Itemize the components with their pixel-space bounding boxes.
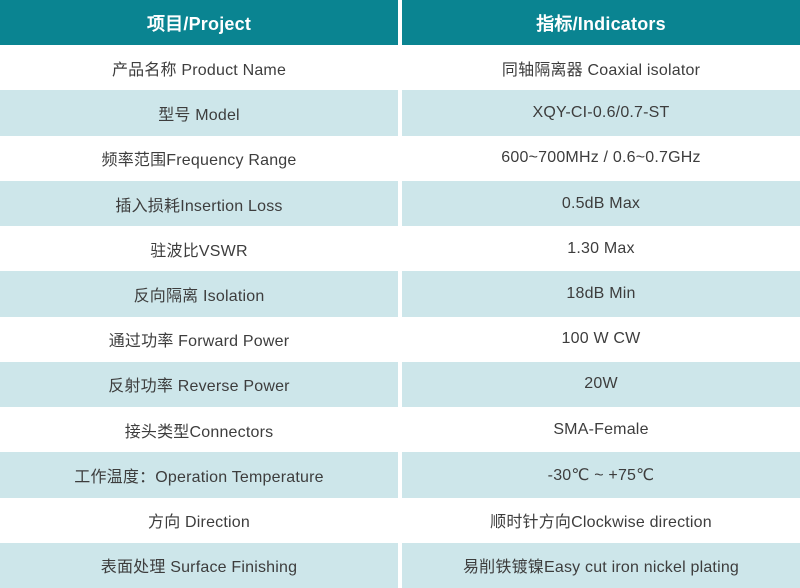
project-cell: 插入损耗Insertion Loss	[0, 180, 398, 227]
project-cell: 接头类型Connectors	[0, 407, 398, 453]
project-cell: 工作温度：Operation Temperature	[0, 452, 398, 498]
project-cell: 型号 Model	[0, 90, 398, 136]
table-row: 表面处理 Surface Finishing 易削铁镀镍Easy cut iro…	[0, 542, 800, 588]
table-row: 型号 Model XQY-CI-0.6/0.7-ST	[0, 90, 800, 136]
indicator-cell: 顺时针方向Clockwise direction	[402, 497, 800, 543]
indicator-cell: 100 W CW	[402, 316, 800, 362]
table-row: 产品名称 Product Name 同轴隔离器 Coaxial isolator	[0, 45, 800, 91]
table-row: 驻波比VSWR 1.30 Max	[0, 226, 800, 272]
table-row: 接头类型Connectors SMA-Female	[0, 407, 800, 453]
header-cell-project: 项目/Project	[0, 0, 398, 46]
project-cell: 产品名称 Product Name	[0, 45, 398, 91]
table-row: 工作温度：Operation Temperature -30℃ ~ +75℃	[0, 452, 800, 498]
indicator-cell: -30℃ ~ +75℃	[402, 452, 800, 498]
table-row: 方向 Direction 顺时针方向Clockwise direction	[0, 497, 800, 543]
project-cell: 反射功率 Reverse Power	[0, 361, 398, 408]
table-row: 反射功率 Reverse Power 20W	[0, 361, 800, 408]
project-cell: 驻波比VSWR	[0, 226, 398, 272]
indicator-cell: XQY-CI-0.6/0.7-ST	[402, 90, 800, 136]
project-cell: 频率范围Frequency Range	[0, 135, 398, 181]
project-cell: 表面处理 Surface Finishing	[0, 542, 398, 588]
indicator-cell: 18dB Min	[402, 271, 800, 317]
header-cell-indicators: 指标/Indicators	[402, 0, 800, 46]
project-cell: 通过功率 Forward Power	[0, 316, 398, 362]
table-row: 通过功率 Forward Power 100 W CW	[0, 316, 800, 362]
indicator-cell: 易削铁镀镍Easy cut iron nickel plating	[402, 542, 800, 588]
project-cell: 反向隔离 Isolation	[0, 271, 398, 317]
indicator-cell: 同轴隔离器 Coaxial isolator	[402, 45, 800, 91]
indicator-cell: 20W	[402, 361, 800, 408]
table-header-row: 项目/Project 指标/Indicators	[0, 0, 800, 46]
indicator-cell: 600~700MHz / 0.6~0.7GHz	[402, 135, 800, 181]
table-row: 反向隔离 Isolation 18dB Min	[0, 271, 800, 317]
project-cell: 方向 Direction	[0, 497, 398, 543]
table-row: 频率范围Frequency Range 600~700MHz / 0.6~0.7…	[0, 135, 800, 181]
indicator-cell: 0.5dB Max	[402, 180, 800, 227]
indicator-cell: SMA-Female	[402, 407, 800, 453]
table-row: 插入损耗Insertion Loss 0.5dB Max	[0, 180, 800, 227]
indicator-cell: 1.30 Max	[402, 226, 800, 272]
